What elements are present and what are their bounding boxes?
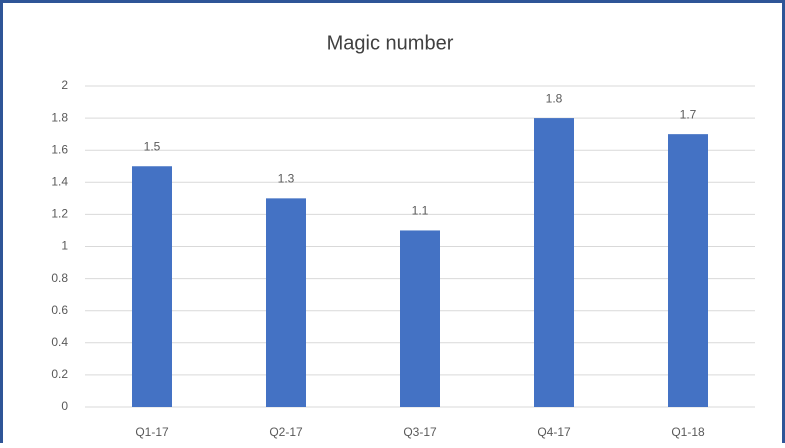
y-tick-label: 1.8 [51,110,68,124]
x-tick-label: Q3-17 [403,425,437,439]
value-label: 1.1 [412,204,429,218]
y-tick-label: 0 [61,399,68,413]
bar [534,118,574,407]
bar [132,166,172,407]
value-label: 1.5 [144,139,161,153]
y-tick-label: 1.2 [51,207,68,221]
bar [668,134,708,407]
x-tick-label: Q2-17 [269,425,303,439]
chart-title: Magic number [327,32,454,54]
y-tick-label: 2 [61,78,68,92]
y-tick-label: 0.4 [51,335,68,349]
x-tick-label: Q4-17 [537,425,571,439]
value-label: 1.8 [546,91,563,105]
y-tick-label: 0.8 [51,271,68,285]
y-tick-label: 1.4 [51,174,68,188]
y-tick-label: 0.6 [51,303,68,317]
value-label: 1.7 [680,107,697,121]
y-tick-label: 1.6 [51,142,68,156]
bar [266,198,306,407]
x-tick-label: Q1-18 [671,425,705,439]
x-tick-label: Q1-17 [135,425,169,439]
y-tick-label: 1 [61,239,68,253]
y-tick-label: 0.2 [51,367,68,381]
bar [400,230,440,407]
value-label: 1.3 [278,172,295,186]
